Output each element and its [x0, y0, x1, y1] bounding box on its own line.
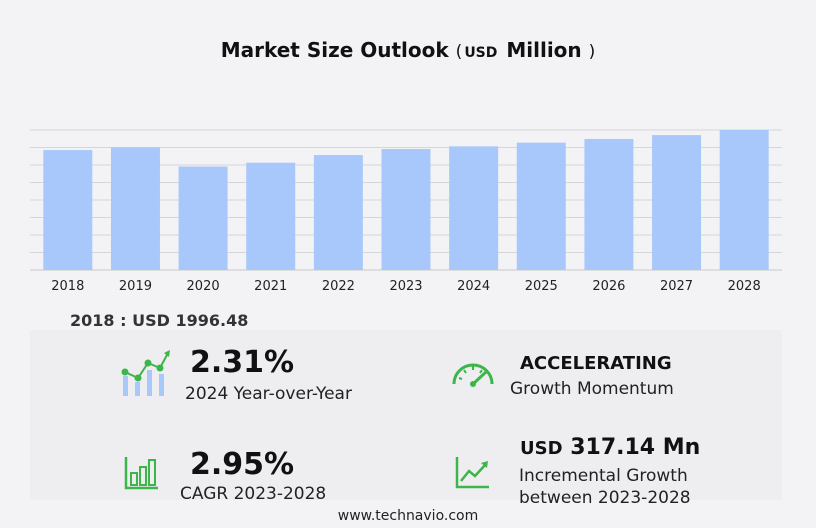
bar-chart: 2018 2019 2020 2021 2022 2023 2024 2025 2026 2027…	[30, 129, 782, 294]
x-tick-label: 2021	[254, 279, 287, 294]
incremental-growth-icon	[455, 457, 489, 489]
incremental-label-1: Incremental Growth	[519, 466, 688, 486]
x-tick-label: 2027	[660, 279, 693, 294]
incremental-value: USD 317.14 Mn	[520, 435, 700, 460]
x-tick-label: 2023	[389, 279, 422, 294]
bar-2022	[313, 155, 363, 270]
chart-title: Market Size Outlook (USD Million )	[0, 38, 816, 62]
x-tick-label: 2020	[187, 279, 220, 294]
bar-2020	[178, 166, 228, 270]
speedometer-icon	[452, 363, 494, 387]
cagr-bar-chart-icon	[124, 457, 158, 490]
x-tick-label: 2024	[457, 279, 490, 294]
momentum-label: Growth Momentum	[510, 379, 674, 399]
base-year-label: 2018 : USD	[70, 311, 170, 330]
bar-2023	[381, 149, 431, 270]
bar-2025	[516, 142, 566, 270]
cagr-label: CAGR 2023-2028	[180, 484, 327, 504]
bar-2019	[110, 147, 160, 270]
bar-2027	[652, 135, 702, 270]
title-close-paren: )	[588, 42, 596, 62]
base-year-number: 1996.48	[175, 311, 249, 330]
title-scale: Million	[506, 38, 582, 62]
yoy-growth-icon	[121, 350, 170, 396]
yoy-label: 2024 Year-over-Year	[185, 384, 352, 404]
x-tick-label: 2026	[592, 279, 625, 294]
bar-2028	[719, 130, 769, 270]
title-main: Market Size Outlook	[220, 38, 449, 62]
x-tick-label: 2018	[51, 279, 84, 294]
x-tick-label: 2028	[728, 279, 761, 294]
bar-2024	[449, 146, 499, 270]
base-year-value: 2018 : USD 1996.48	[70, 311, 248, 330]
incremental-amount: 317.14 Mn	[570, 435, 701, 460]
x-tick-label: 2025	[525, 279, 558, 294]
bar-2026	[584, 138, 634, 270]
title-open-paren: (	[455, 42, 463, 62]
x-tick-label: 2022	[322, 279, 355, 294]
title-unit: USD	[464, 45, 498, 61]
incremental-label-2: between 2023-2028	[519, 488, 691, 508]
x-tick-label: 2019	[119, 279, 152, 294]
momentum-value: ACCELERATING	[520, 353, 672, 374]
yoy-value: 2.31%	[190, 345, 295, 380]
bar-2018	[43, 150, 93, 270]
footer-url: www.technavio.com	[337, 508, 479, 524]
incremental-currency: USD	[520, 438, 563, 459]
bar-2021	[246, 162, 296, 270]
cagr-value: 2.95%	[190, 447, 295, 482]
